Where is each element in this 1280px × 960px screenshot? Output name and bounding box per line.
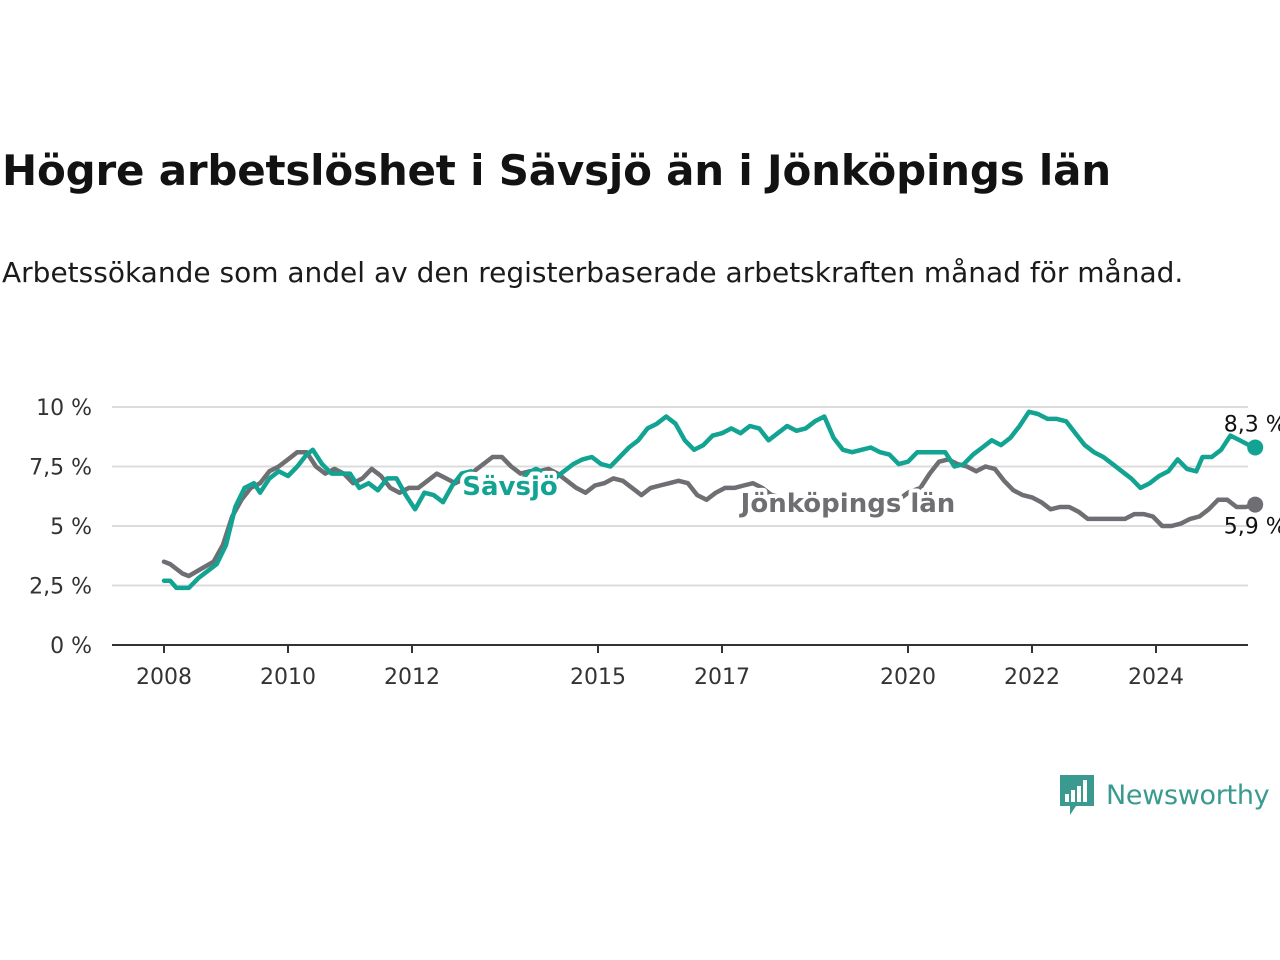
x-tick-label: 2008 [136,665,192,690]
y-tick-label: 2,5 % [29,575,92,600]
x-tick-label: 2015 [570,665,626,690]
end-value-label: 5,9 % [1224,515,1280,540]
brand-name: Newsworthy [1106,779,1270,811]
y-tick-label: 0 % [50,634,92,659]
chart-title: Högre arbetslöshet i Sävsjö än i Jönköpi… [2,146,1111,195]
y-tick-label: 5 % [50,515,92,540]
y-tick-label: 7,5 % [29,456,92,481]
series-label: Sävsjö [462,472,557,502]
end-value-label: 8,3 % [1224,412,1280,437]
newsworthy-icon [1060,775,1094,815]
brand-logo[interactable]: Newsworthy [1058,772,1270,818]
series-label: Jönköpings län [739,489,956,519]
end-point [1247,439,1264,456]
x-tick-label: 2012 [384,665,440,690]
x-tick-label: 2020 [880,665,936,690]
series-label-halo: Jönköpings län [739,489,956,519]
x-tick-label: 2022 [1004,665,1060,690]
chart-subtitle: Arbetssökande som andel av den registerb… [2,256,1184,289]
x-tick-label: 2017 [694,665,750,690]
y-tick-label: 10 % [36,396,92,421]
x-tick-label: 2024 [1128,665,1184,690]
series-line-jonkopings-lan [161,449,1258,579]
series-line-savsjo [161,409,1258,591]
x-tick-label: 2010 [260,665,316,690]
end-point [1247,496,1264,513]
series-label-halo: Sävsjö [462,472,557,502]
